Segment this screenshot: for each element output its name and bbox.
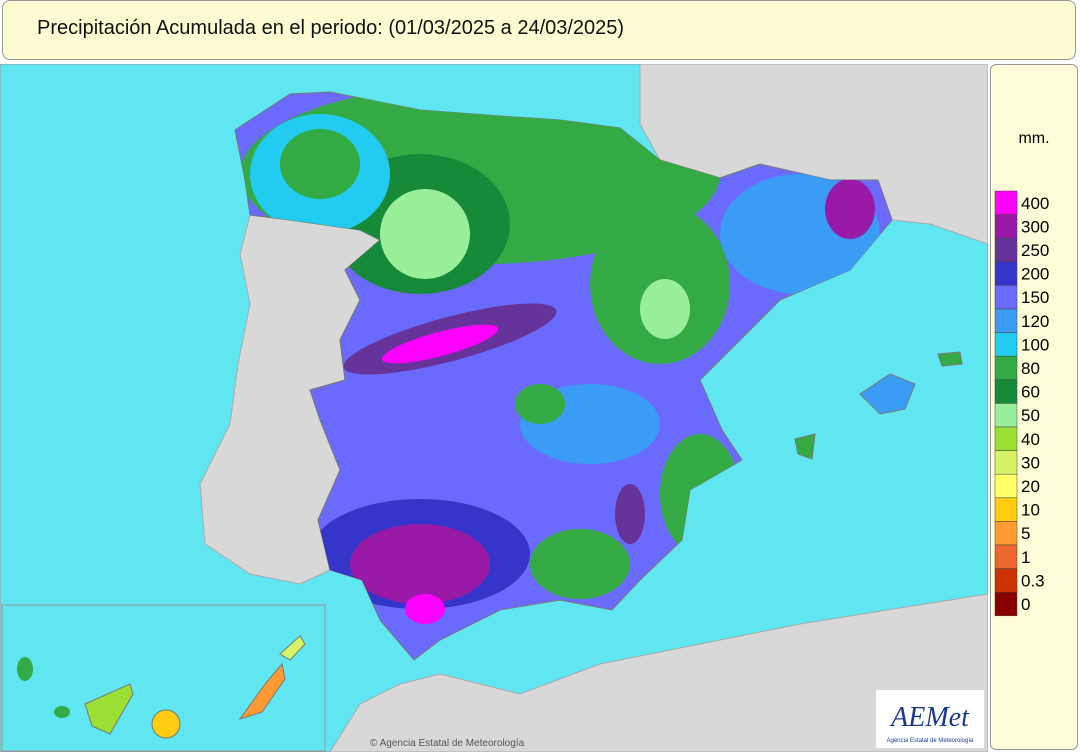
legend-label: 80 [1021,359,1040,378]
island [151,709,181,739]
logo-subtitle: Agencia Estatal de Meteorología [887,738,974,744]
island [54,706,70,718]
precipitation-field [240,92,880,624]
legend-label: 40 [1021,430,1040,449]
legend-swatch [994,285,1018,310]
legend-swatch [994,544,1018,569]
legend-label: 30 [1021,453,1040,472]
legend-swatch [994,521,1018,546]
legend-panel: mm. 400 300 250 200 150 120 100 80 60 50 40 30 20 10 5… [990,64,1078,750]
legend-label: 1 [1021,548,1030,567]
menorca [937,351,963,367]
legend-swatch [994,497,1018,522]
zone [350,524,490,604]
legend-label: 0.3 [1021,571,1045,590]
legend-swatch [994,261,1018,286]
legend-label: 300 [1021,217,1049,236]
credit: © Agencia Estatal de Meteorología [370,738,525,749]
legend-swatch [994,473,1018,499]
zone [825,179,875,239]
legend-swatch [994,308,1018,333]
zone [530,529,630,599]
zone [515,384,565,424]
zone [640,279,690,339]
legend-label: 120 [1021,312,1049,331]
zone [381,324,499,364]
legend-swatch [994,355,1018,381]
island [238,662,286,720]
legend-swatch [994,426,1018,451]
logo-box [876,690,984,748]
map-title: Precipitación Acumulada en el periodo: (… [2,0,1076,60]
legend-label: 60 [1021,383,1040,402]
africa [329,593,988,752]
legend-swatch [994,379,1018,404]
zone [280,129,360,199]
island [84,683,134,735]
legend-swatch [994,450,1018,475]
logo: AEMet [889,702,970,733]
legend-swatch [994,214,1018,239]
legend-label: 10 [1021,501,1040,520]
map: © Agencia Estatal de Meteorología AEMet … [0,64,988,752]
legend-label: 5 [1021,524,1030,543]
ibiza [794,433,816,460]
mallorca [859,373,916,415]
legend-label: 20 [1021,477,1040,496]
legend-label: 0 [1021,595,1030,614]
legend-swatch [994,190,1018,215]
zone [405,594,445,624]
legend-swatch [994,237,1018,263]
legend-swatch [994,332,1018,357]
legend-label: 50 [1021,406,1040,425]
legend-swatch [994,568,1018,593]
zone [380,189,470,279]
legend-label: 200 [1021,265,1049,284]
zone [615,484,645,544]
island [17,657,33,681]
legend-swatch [994,591,1018,617]
legend-swatch [994,403,1018,428]
legend-label: 400 [1021,194,1049,213]
legend: mm. 400300250200150120100806050403020105… [994,130,1050,617]
legend-label: 250 [1021,241,1049,260]
legend-label: 100 [1021,335,1049,354]
legend-label: 150 [1021,288,1049,307]
island [279,635,306,661]
legend-unit: mm. [1018,130,1049,147]
